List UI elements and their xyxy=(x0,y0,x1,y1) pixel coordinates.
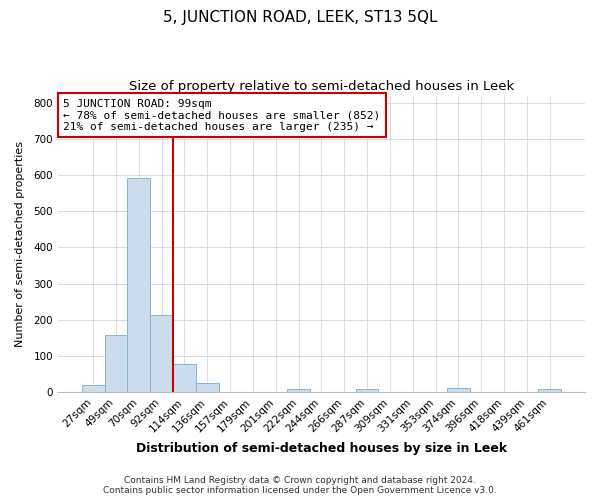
X-axis label: Distribution of semi-detached houses by size in Leek: Distribution of semi-detached houses by … xyxy=(136,442,507,455)
Bar xyxy=(104,335,127,392)
Bar xyxy=(150,314,173,392)
Text: 5 JUNCTION ROAD: 99sqm
← 78% of semi-detached houses are smaller (852)
21% of se: 5 JUNCTION ROAD: 99sqm ← 78% of semi-det… xyxy=(63,98,380,132)
Y-axis label: Number of semi-detached properties: Number of semi-detached properties xyxy=(15,141,25,347)
Bar xyxy=(196,383,219,392)
Title: Size of property relative to semi-detached houses in Leek: Size of property relative to semi-detach… xyxy=(129,80,514,93)
Bar xyxy=(82,384,104,392)
Bar xyxy=(356,389,379,392)
Bar xyxy=(538,389,561,392)
Bar xyxy=(287,389,310,392)
Text: 5, JUNCTION ROAD, LEEK, ST13 5QL: 5, JUNCTION ROAD, LEEK, ST13 5QL xyxy=(163,10,437,25)
Text: Contains HM Land Registry data © Crown copyright and database right 2024.
Contai: Contains HM Land Registry data © Crown c… xyxy=(103,476,497,495)
Bar xyxy=(173,364,196,392)
Bar xyxy=(127,178,150,392)
Bar xyxy=(447,388,470,392)
